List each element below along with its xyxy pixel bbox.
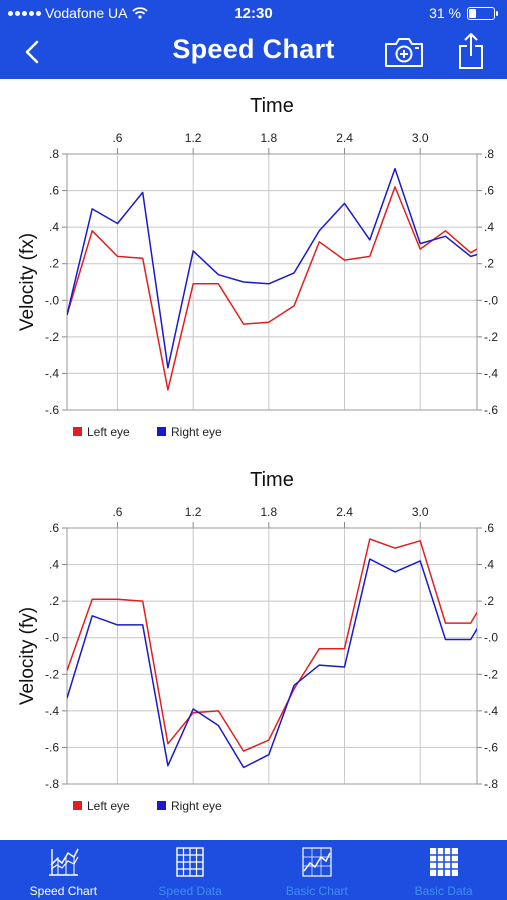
y-tick-label-left: -.2 [45, 667, 59, 681]
y-tick-label-left: -.0 [45, 631, 59, 645]
series-line-left-eye [67, 186, 477, 391]
series-line-left-eye [67, 538, 477, 752]
velocity-fy-chart: Time Velocity (fy) .6 1.2 1.8 2.4 3.0 -.8 -.8 -.6… [0, 462, 507, 824]
y-tick-label-left: -.6 [45, 740, 59, 754]
series-line-right-eye [67, 167, 477, 369]
y-tick-label-left: .2 [49, 257, 59, 271]
y-tick-label-left: .8 [49, 147, 59, 161]
grid-table-icon [176, 847, 204, 877]
series-line-right-eye [67, 558, 477, 769]
battery-percent: 31 % [429, 5, 461, 21]
velocity-fx-chart-svg: Time Velocity (fx) .6 1.2 1.8 2.4 3.0 -.6 -.6 -.4… [17, 95, 498, 439]
y-tick-label-right: -.6 [484, 403, 498, 417]
y-tick-label-left: -.0 [45, 293, 59, 307]
tab-speed-data-label: Speed Data [158, 884, 222, 898]
nav-bar: Speed Chart [0, 26, 507, 79]
series-group [67, 167, 477, 391]
x-tick-label: 1.8 [261, 131, 278, 145]
legend-label: Right eye [171, 425, 222, 439]
legend-swatch [157, 801, 166, 810]
y-tick-label-left: -.6 [45, 403, 59, 417]
legend-label: Left eye [87, 799, 130, 813]
y-tick-label-left: -.8 [45, 777, 59, 791]
x-tick-label: .6 [112, 131, 122, 145]
velocity-fy-chart-svg: Time Velocity (fy) .6 1.2 1.8 2.4 3.0 -.8 -.8 -.6… [17, 469, 498, 813]
tab-basic-chart[interactable]: Basic Chart [254, 840, 381, 900]
status-left: Vodafone UA [8, 5, 148, 21]
tab-speed-chart-label: Speed Chart [29, 884, 98, 898]
x-tick-label: 2.4 [336, 131, 353, 145]
x-tick-label: 2.4 [336, 505, 353, 519]
chart-title: Time [250, 95, 294, 117]
y-tick-label-right: -.8 [484, 777, 498, 791]
y-tick-label-right: -.6 [484, 740, 498, 754]
x-tick-label: 3.0 [412, 131, 429, 145]
app-header: Vodafone UA 12:30 31 % Speed Chart [0, 0, 507, 79]
legend-swatch [73, 801, 82, 810]
y-tick-label-left: .6 [49, 184, 59, 198]
tab-basic-data-label: Basic Data [414, 884, 473, 898]
y-tick-label-left: -.2 [45, 330, 59, 344]
y-tick-label-left: -.4 [45, 366, 59, 380]
y-tick-label-right: .2 [484, 594, 494, 608]
x-tick-label: 1.2 [185, 131, 202, 145]
y-tick-label-right: .6 [484, 184, 494, 198]
y-axis-label: Velocity (fy) [17, 607, 38, 705]
tab-basic-data[interactable]: Basic Data [380, 840, 507, 900]
carrier-label: Vodafone UA [45, 5, 128, 21]
y-tick-label-right: .2 [484, 257, 494, 271]
y-axis-label: Velocity (fx) [17, 233, 38, 331]
chevron-left-icon[interactable] [20, 38, 44, 66]
plot-frame [66, 527, 478, 785]
y-tick-label-left: .2 [49, 594, 59, 608]
line-chart-icon [302, 847, 332, 877]
x-tick-label: 1.2 [185, 505, 202, 519]
y-tick-label-right: .8 [484, 147, 494, 161]
x-tick-label: .6 [112, 505, 122, 519]
y-tick-label-right: -.4 [484, 704, 498, 718]
share-icon[interactable] [458, 32, 484, 70]
tab-speed-data[interactable]: Speed Data [127, 840, 254, 900]
velocity-fx-chart: Time Velocity (fx) .6 1.2 1.8 2.4 3.0 -.6 -.6 -.4… [0, 88, 507, 456]
y-tick-label-left: .4 [49, 220, 59, 234]
legend-swatch [157, 427, 166, 436]
tab-speed-chart[interactable]: Speed Chart [0, 840, 127, 900]
legend-swatch [73, 427, 82, 436]
y-tick-label-right: -.2 [484, 667, 498, 681]
series-group [67, 538, 477, 769]
y-tick-label-right: -.0 [484, 293, 498, 307]
status-right: 31 % [429, 5, 498, 21]
y-tick-label-right: .4 [484, 220, 494, 234]
signal-icon [8, 10, 41, 16]
data-grid-icon [429, 848, 458, 876]
x-tick-label: 1.8 [261, 505, 278, 519]
y-tick-label-left: .6 [49, 521, 59, 535]
plot-frame [66, 153, 478, 411]
y-tick-label-right: .6 [484, 521, 494, 535]
status-time: 12:30 [234, 5, 273, 22]
y-tick-label-right: -.4 [484, 366, 498, 380]
status-bar: Vodafone UA 12:30 31 % [0, 0, 507, 26]
legend-label: Right eye [171, 799, 222, 813]
y-tick-label-left: .4 [49, 558, 59, 572]
tab-bar: Speed Chart Speed Data Basic Chart Basic… [0, 840, 507, 900]
battery-icon [467, 6, 498, 20]
y-tick-label-left: -.4 [45, 704, 59, 718]
x-tick-label: 3.0 [412, 505, 429, 519]
page-title: Speed Chart [172, 34, 335, 64]
wifi-icon [131, 7, 148, 19]
chart-title: Time [250, 469, 294, 491]
camera-icon[interactable] [384, 36, 424, 68]
y-tick-label-right: -.2 [484, 330, 498, 344]
y-tick-label-right: .4 [484, 558, 494, 572]
tab-basic-chart-label: Basic Chart [285, 884, 348, 898]
y-tick-label-right: -.0 [484, 631, 498, 645]
speed-chart-icon [49, 848, 80, 876]
legend-label: Left eye [87, 425, 130, 439]
